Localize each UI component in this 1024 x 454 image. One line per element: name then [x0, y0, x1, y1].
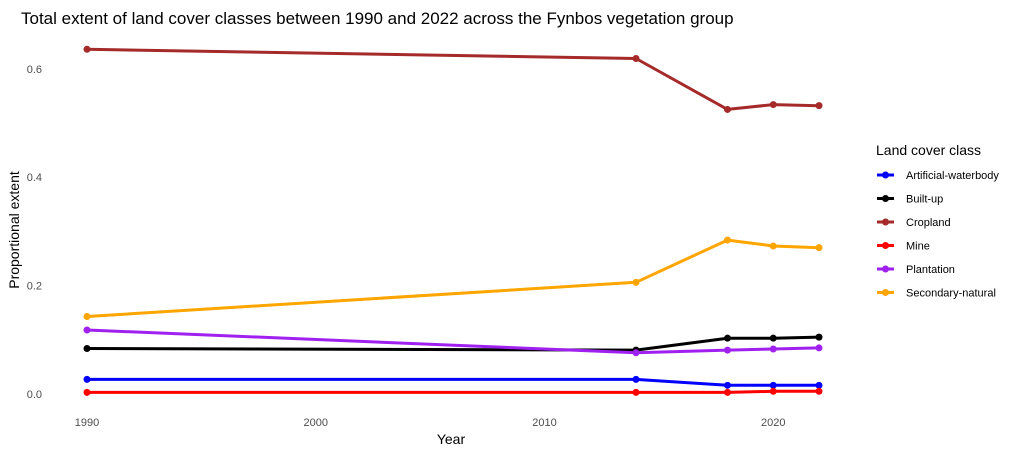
- data-point: [632, 278, 640, 286]
- series-line: [85, 389, 821, 394]
- data-point: [769, 334, 777, 342]
- data-point: [83, 312, 91, 320]
- data-point: [724, 388, 731, 396]
- legend-items: Artificial-waterbody Built-up Cropland Mine…: [877, 170, 999, 300]
- data-point: [815, 387, 823, 395]
- series-lines: [85, 47, 821, 394]
- legend-title: Land cover class: [876, 142, 981, 158]
- x-tick-label: 2020: [761, 417, 785, 429]
- x-tick-label: 1990: [75, 417, 99, 429]
- series-line: [85, 47, 821, 111]
- legend-label: Secondary-natural: [906, 288, 996, 300]
- data-point: [632, 375, 640, 383]
- series-line: [85, 238, 821, 318]
- legend-label: Mine: [906, 241, 930, 253]
- data-point: [83, 344, 91, 352]
- data-point: [815, 102, 823, 110]
- x-tick-label: 2010: [532, 417, 556, 429]
- data-point: [769, 101, 777, 109]
- data-point: [632, 55, 640, 63]
- series-line: [85, 335, 821, 352]
- chart-title: Total extent of land cover classes betwe…: [21, 9, 734, 28]
- data-point: [724, 346, 731, 354]
- x-tick-label: 2000: [304, 417, 328, 429]
- y-axis-title: Proportional extent: [6, 171, 22, 289]
- data-point: [724, 381, 731, 389]
- y-tick-labels: 0.0 0.2 0.4 0.6: [27, 64, 42, 401]
- legend-label: Built-up: [906, 194, 943, 206]
- series-line: [85, 377, 821, 387]
- y-tick-label: 0.0: [27, 389, 42, 401]
- legend: Land cover class Artificial-waterbody Bui…: [876, 142, 999, 300]
- data-point: [83, 375, 91, 383]
- data-point: [83, 326, 91, 334]
- data-point: [632, 349, 640, 357]
- data-point: [83, 45, 91, 53]
- data-point: [632, 388, 640, 396]
- data-point: [769, 381, 777, 389]
- data-point: [815, 381, 823, 389]
- legend-marker: [882, 289, 889, 296]
- x-axis-title: Year: [437, 431, 466, 447]
- legend-label: Plantation: [906, 264, 955, 276]
- data-point: [769, 242, 777, 250]
- y-tick-label: 0.2: [27, 281, 42, 293]
- data-point: [769, 345, 777, 353]
- data-point: [769, 387, 777, 395]
- data-point: [83, 388, 91, 396]
- legend-marker: [882, 171, 889, 179]
- data-point: [815, 333, 823, 341]
- legend-marker: [882, 195, 889, 202]
- data-point: [815, 344, 823, 352]
- legend-marker: [882, 242, 889, 249]
- legend-label: Cropland: [906, 217, 951, 229]
- data-point: [724, 105, 731, 113]
- series-points: [83, 45, 823, 396]
- y-tick-label: 0.4: [27, 172, 42, 184]
- data-point: [815, 244, 823, 252]
- legend-marker: [882, 218, 889, 226]
- data-point: [724, 334, 731, 342]
- y-tick-label: 0.6: [27, 64, 42, 76]
- data-point: [724, 236, 731, 244]
- legend-marker: [882, 265, 889, 273]
- x-tick-labels: 1990 2000 2010 2020: [75, 417, 786, 429]
- legend-label: Artificial-waterbody: [906, 170, 999, 182]
